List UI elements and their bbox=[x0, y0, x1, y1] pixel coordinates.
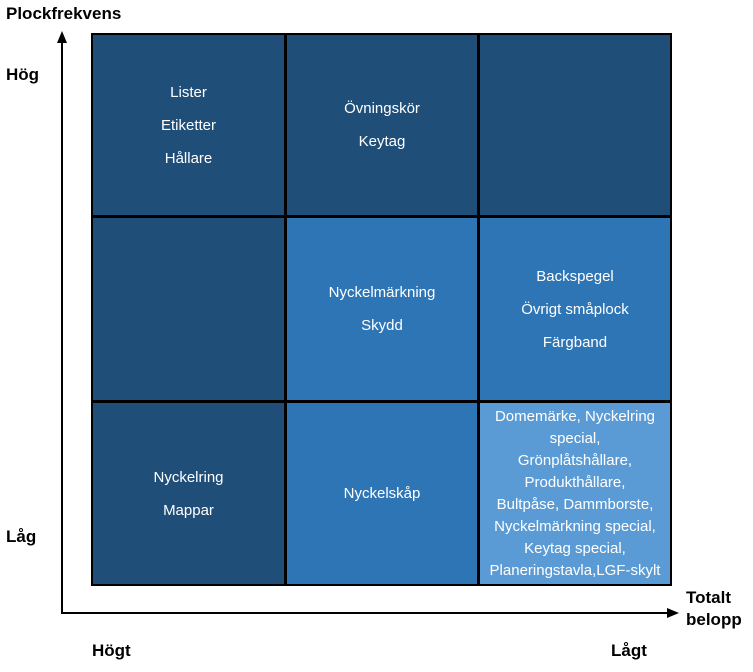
matrix-grid: Lister Etiketter Hållare Övningskör Keytag … bbox=[91, 33, 672, 586]
y-axis-title: Plockfrekvens bbox=[6, 4, 122, 23]
cell-low-freq-low-amount: Domemärke, Nyckelring special, Grönplåtshå… bbox=[480, 403, 670, 584]
cell-item: Etiketter bbox=[160, 116, 217, 134]
x-low-label: Lågt bbox=[611, 641, 647, 660]
x-axis-arrow bbox=[667, 608, 679, 618]
cell-high-freq-high-amount: Lister Etiketter Hållare bbox=[93, 35, 284, 215]
cell-item: Backspegel bbox=[536, 267, 614, 285]
y-axis-arrow bbox=[57, 31, 67, 43]
cell-item: Färgband bbox=[542, 333, 608, 351]
cell-item: Grönplåtshållare, bbox=[517, 451, 633, 469]
cell-item: Skydd bbox=[361, 317, 403, 334]
cell-item: special, bbox=[549, 429, 601, 447]
x-high-label: Högt bbox=[92, 641, 131, 660]
y-high-label: Hög bbox=[6, 65, 40, 84]
x-axis-title-line1: Totalt bbox=[686, 588, 732, 607]
cell-item: Hållare bbox=[164, 149, 213, 167]
cell-high-freq-low-amount bbox=[480, 35, 670, 215]
cell-item: Nyckelmärkning special, bbox=[494, 517, 656, 535]
cell-item: Övningskör bbox=[344, 100, 420, 117]
cell-mid-freq-low-amount: Backspegel Övrigt småplock Färgband bbox=[480, 218, 670, 400]
cell-item: Nyckelskåp bbox=[343, 485, 421, 502]
cell-item: Keytag special, bbox=[524, 539, 626, 557]
cell-item: Lister bbox=[170, 83, 207, 101]
cell-mid-freq-high-amount bbox=[93, 218, 284, 400]
cell-item: Mappar bbox=[163, 501, 214, 519]
cell-item: Bultpåse, Dammborste, bbox=[496, 495, 654, 513]
x-axis-title-line2: belopp bbox=[686, 610, 742, 630]
cell-high-freq-mid-amount: Övningskör Keytag bbox=[287, 35, 477, 215]
cell-item: Domemärke, Nyckelring bbox=[494, 407, 656, 425]
cell-low-freq-high-amount: Nyckelring Mappar bbox=[93, 403, 284, 584]
cell-item: Övrigt småplock bbox=[521, 300, 629, 318]
cell-mid-freq-mid-amount: Nyckelmärkning Skydd bbox=[287, 218, 477, 400]
cell-item: Produkthållare, bbox=[524, 473, 626, 491]
x-axis-title: Totalt belopp bbox=[686, 587, 742, 631]
cell-item: Planeringstavla,LGF-skylt bbox=[489, 561, 661, 579]
cell-low-freq-mid-amount: Nyckelskåp bbox=[287, 403, 477, 584]
cell-item: Nyckelmärkning bbox=[328, 284, 436, 301]
y-low-label: Låg bbox=[6, 527, 37, 546]
cell-item: Nyckelring bbox=[153, 468, 224, 486]
cell-item: Keytag bbox=[358, 133, 406, 150]
